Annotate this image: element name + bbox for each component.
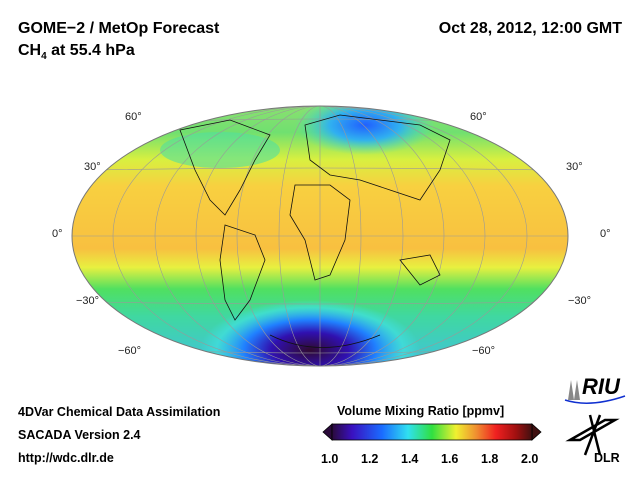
title: GOME−2 / MetOp Forecast <box>18 20 220 37</box>
riu-logo-text: RIU <box>582 374 620 399</box>
species: CH <box>18 42 42 59</box>
lat-label-left-0: 0° <box>52 228 63 240</box>
datetime: Oct 28, 2012, 12:00 GMT <box>438 20 622 37</box>
riu-logo <box>564 380 626 404</box>
lat-label-left-30: 30° <box>84 161 101 173</box>
lat-label-right-30: 30° <box>566 161 583 173</box>
colorbar <box>322 423 542 441</box>
lat-label-right-0: 0° <box>600 228 611 240</box>
colorbar-under-arrow <box>322 423 333 441</box>
colorbar-tick: 1.4 <box>401 452 419 466</box>
colorbar-tick: 1.6 <box>441 452 459 466</box>
colorbar-tick: 1.8 <box>481 452 499 466</box>
lat-label-right-60: 60° <box>470 111 487 123</box>
lat-label-right-m30: −30° <box>568 295 592 307</box>
footer-line2: SACADA Version 2.4 <box>18 428 141 442</box>
colorbar-tick: 1.2 <box>361 452 379 466</box>
coastlines <box>179 114 451 348</box>
colorbar-tick: 1.0 <box>321 452 339 466</box>
lat-label-left-60: 60° <box>125 111 142 123</box>
lat-label-left-m30: −30° <box>76 295 100 307</box>
species-level: CH4 at 55.4 hPa <box>18 42 135 62</box>
species-subscript: 4 <box>41 51 47 63</box>
colorbar-tick: 2.0 <box>521 452 539 466</box>
dlr-logo-text: DLR <box>594 451 620 465</box>
lat-label-right-m60: −60° <box>472 345 496 357</box>
footer-url[interactable]: http://wdc.dlr.de <box>18 451 114 465</box>
map-border <box>71 105 569 367</box>
colorbar-over-arrow <box>531 423 542 441</box>
lat-label-left-m60: −60° <box>118 345 142 357</box>
dlr-logo <box>565 414 620 456</box>
footer-line1: 4DVar Chemical Data Assimilation <box>18 405 221 419</box>
ch4-field <box>72 106 568 366</box>
pressure-level: at 55.4 hPa <box>46 42 135 59</box>
colorbar-title: Volume Mixing Ratio [ppmv] <box>337 404 505 418</box>
